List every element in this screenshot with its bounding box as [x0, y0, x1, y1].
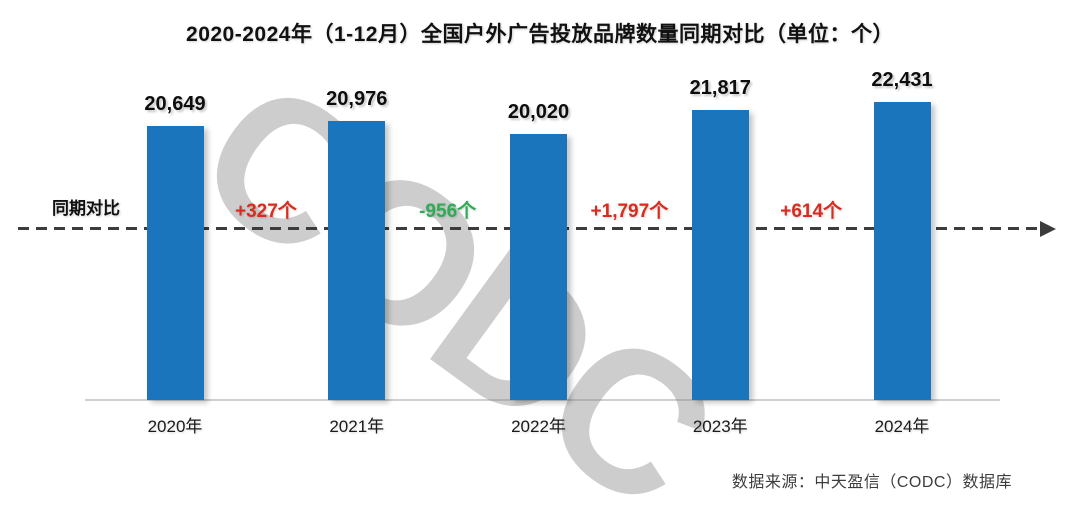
x-axis-label: 2021年	[329, 417, 385, 436]
yoy-change-label: -956个	[419, 201, 477, 222]
comparison-row-label: 同期对比	[52, 199, 120, 218]
bar-2021年	[328, 121, 386, 400]
x-axis-label: 2020年	[147, 417, 203, 436]
x-axis-label: 2022年	[511, 417, 566, 436]
bar-value-label: 20,020	[507, 101, 570, 123]
bar-value-label: 20,649	[144, 93, 206, 115]
x-axis-line	[85, 399, 1000, 401]
x-axis-label: 2023年	[692, 417, 748, 436]
bar-2022年	[510, 134, 567, 400]
yoy-change-label: +614个	[780, 201, 843, 222]
chart-title: 2020-2024年（1-12月）全国户外广告投放品牌数量同期对比（单位：个）	[186, 23, 894, 46]
yoy-change-label: +1,797个	[590, 201, 669, 222]
bar-2020年	[146, 126, 204, 400]
bar-2024年	[873, 102, 931, 400]
bar-value-label: 22,431	[871, 69, 933, 91]
bar-2023年	[691, 110, 749, 400]
x-axis-label: 2024年	[874, 417, 930, 436]
bar-value-label: 21,817	[689, 77, 751, 99]
data-source-caption: 数据来源：中天盈信（CODC）数据库	[731, 474, 1012, 491]
comparison-arrow-icon	[1040, 221, 1056, 237]
codc-watermark: CODC	[160, 36, 750, 517]
yoy-change-label: +327个	[234, 201, 297, 222]
bar-value-label: 20,976	[326, 88, 388, 110]
